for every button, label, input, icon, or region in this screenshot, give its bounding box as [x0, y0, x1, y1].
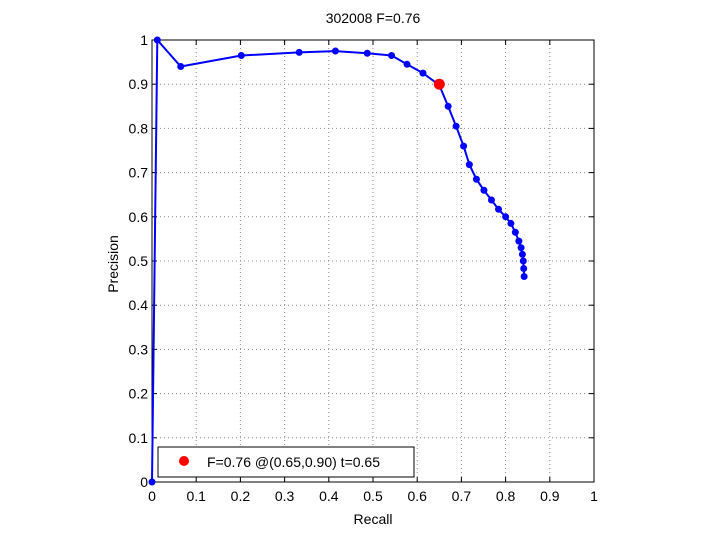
y-tick-label: 0.1	[129, 430, 149, 446]
y-tick-label: 0.4	[129, 297, 149, 313]
x-tick-label: 0.1	[186, 488, 206, 504]
series-point	[520, 265, 528, 273]
series-point	[419, 69, 427, 77]
y-tick-label: 0.7	[129, 165, 149, 181]
series-point	[148, 478, 156, 486]
series-point	[472, 175, 480, 183]
grid	[152, 40, 594, 482]
x-tick-label: 0.8	[496, 488, 516, 504]
y-tick-label: 0.2	[129, 386, 149, 402]
series-point	[487, 196, 495, 204]
legend: F=0.76 @(0.65,0.90) t=0.65	[157, 446, 415, 478]
x-tick-labels: 0 0.1 0.2 0.3 0.4 0.5 0.6 0.7 0.8 0.9 1	[148, 488, 598, 504]
series-point	[177, 63, 185, 71]
plot-area: 0 0.1 0.2 0.3 0.4 0.5 0.6 0.7 0.8 0.9 1 0 0.1 0.2 0.3…	[129, 32, 599, 504]
series-point	[518, 250, 526, 258]
axes-frame	[151, 39, 595, 483]
series-point	[502, 213, 510, 221]
x-tick-label: 0.7	[452, 488, 472, 504]
x-tick-label: 0.2	[231, 488, 251, 504]
series-layer	[148, 36, 528, 486]
y-tick-label: 0.3	[129, 341, 149, 357]
series-point	[331, 47, 339, 55]
series-point	[153, 36, 161, 44]
series-point	[515, 237, 523, 245]
series-point	[295, 48, 303, 56]
legend-marker	[179, 456, 189, 466]
x-axis-label: Recall	[354, 511, 393, 527]
x-tick-label: 0.9	[540, 488, 560, 504]
legend-box	[157, 446, 415, 478]
series-point	[452, 122, 460, 130]
y-tick-labels: 0 0.1 0.2 0.3 0.4 0.5 0.6 0.7 0.8 0.9 1	[129, 32, 149, 490]
y-tick-label: 0.9	[129, 76, 149, 92]
y-axis-label: Precision	[105, 235, 121, 293]
series-point	[511, 228, 519, 236]
y-tick-label: 0.8	[129, 120, 149, 136]
series-point	[517, 244, 525, 252]
series-point	[519, 257, 527, 265]
series-point	[465, 161, 473, 169]
series-point	[520, 272, 528, 280]
series-point	[388, 51, 396, 59]
series-point	[237, 51, 245, 59]
x-tick-label: 0.6	[407, 488, 427, 504]
y-tick-label: 0.6	[129, 209, 149, 225]
x-tick-label: 0.4	[319, 488, 339, 504]
series-point	[480, 186, 488, 194]
series-point	[495, 205, 503, 213]
x-tick-label: 0.3	[275, 488, 295, 504]
chart-title: 302008 F=0.76	[326, 10, 421, 26]
x-tick-label: 0	[148, 488, 156, 504]
x-tick-label: 0.5	[363, 488, 383, 504]
y-tick-label: 1	[140, 32, 148, 48]
series-point	[507, 219, 515, 227]
series-point	[403, 60, 411, 68]
best-f-point	[433, 78, 445, 90]
y-tick-label: 0.5	[129, 253, 149, 269]
series-point	[363, 49, 371, 57]
series-point	[460, 142, 468, 150]
legend-entry-label: F=0.76 @(0.65,0.90) t=0.65	[207, 454, 380, 470]
y-tick-label: 0	[140, 474, 148, 490]
x-tick-label: 1	[590, 488, 598, 504]
series-point	[444, 102, 452, 110]
